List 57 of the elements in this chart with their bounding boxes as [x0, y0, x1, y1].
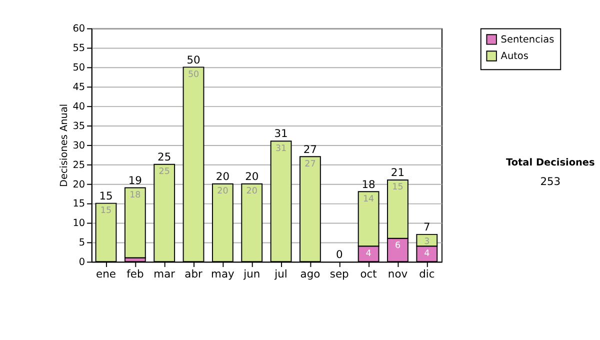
total-label: 18 — [362, 178, 376, 191]
total-label: 0 — [336, 248, 343, 261]
y-tick-label: 10 — [72, 218, 86, 230]
y-tick-label: 25 — [72, 160, 86, 171]
data-label: 20 — [217, 186, 228, 197]
y-tick-label: 50 — [72, 62, 86, 74]
legend-label: Sentencias — [500, 34, 554, 46]
y-tick-label: 0 — [78, 257, 86, 268]
x-tick-label: oct — [360, 268, 377, 281]
text: Total Decisiones — [506, 157, 596, 168]
total-label: 19 — [128, 174, 142, 187]
y-tick-label: 45 — [72, 82, 86, 94]
total-label: 31 — [274, 127, 288, 140]
x-tick-label: jul — [274, 268, 288, 281]
x-tick-label: jun — [242, 268, 260, 281]
x-tick-label: sep — [330, 268, 350, 281]
x-tick-label: mar — [154, 268, 176, 281]
text: 253 — [540, 174, 561, 188]
data-label: 6 — [394, 241, 401, 252]
total-label: 20 — [245, 170, 259, 183]
data-label: 20 — [246, 186, 258, 197]
total-label: 25 — [158, 150, 172, 164]
data-label: 15 — [100, 206, 112, 216]
total-label: 27 — [303, 142, 318, 156]
y-axis-title: Decisiones Anual — [58, 104, 70, 188]
total-label: 7 — [424, 220, 430, 234]
data-label: 3 — [424, 237, 430, 248]
x-tick-label: dic — [419, 268, 435, 281]
total-label: 21 — [390, 166, 405, 180]
y-tick-label: 30 — [72, 140, 86, 152]
y-tick-label: 35 — [72, 120, 86, 132]
y-tick-label: 40 — [72, 101, 86, 112]
total-label: 50 — [186, 53, 201, 66]
data-label: 4 — [424, 248, 430, 259]
data-label: 15 — [392, 182, 404, 193]
data-label: 18 — [130, 190, 141, 200]
data-label: 14 — [362, 194, 375, 204]
legend-label: Autos — [500, 50, 528, 62]
y-tick-label: 60 — [72, 24, 86, 35]
y-tick-label: 55 — [72, 43, 86, 54]
bar — [124, 187, 146, 258]
x-tick-label: nov — [388, 268, 408, 281]
data-label: 27 — [304, 159, 316, 170]
total-label: 15 — [99, 189, 113, 202]
data-label: 4 — [366, 248, 372, 259]
x-tick-label: ene — [96, 268, 116, 281]
x-tick-label: may — [211, 268, 234, 281]
data-label: 50 — [188, 70, 200, 80]
x-tick-label: ago — [300, 268, 320, 281]
y-tick-label: 5 — [78, 238, 86, 249]
total-label: 20 — [216, 170, 230, 183]
y-tick-label: 15 — [72, 198, 86, 210]
data-label: 25 — [158, 167, 170, 178]
x-tick-label: abr — [184, 268, 203, 281]
y-tick-label: 20 — [72, 179, 86, 190]
data-label: 31 — [275, 144, 287, 154]
x-tick-label: feb — [126, 268, 144, 281]
